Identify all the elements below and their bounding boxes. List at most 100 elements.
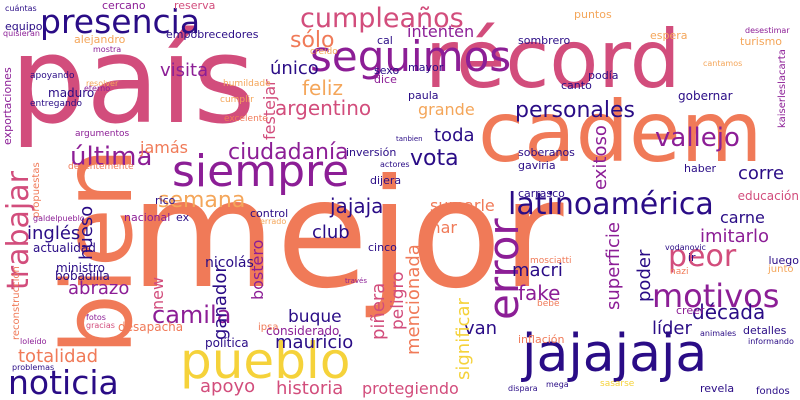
cloud-word: mayor bbox=[408, 61, 444, 74]
cloud-word: mega bbox=[546, 380, 569, 389]
cloud-word: exitoso bbox=[590, 125, 611, 190]
cloud-word: desapacha bbox=[118, 320, 184, 334]
cloud-word: control bbox=[250, 207, 289, 220]
cloud-word: buque bbox=[288, 307, 342, 327]
cloud-word: significar bbox=[453, 298, 474, 380]
cloud-word: totalidad bbox=[18, 346, 99, 367]
cloud-word: detalles bbox=[743, 324, 787, 337]
cloud-word: mar bbox=[425, 218, 457, 237]
cloud-word: cercano bbox=[102, 0, 146, 12]
cloud-word: gobernar bbox=[678, 89, 733, 103]
cloud-word: fake bbox=[518, 281, 561, 305]
cloud-word: nacional bbox=[124, 211, 171, 224]
cloud-word: seguimos bbox=[310, 32, 512, 81]
cloud-word: desestimar bbox=[745, 26, 790, 35]
cloud-word: dijera bbox=[370, 174, 402, 187]
cloud-word: apoyando bbox=[30, 71, 75, 81]
cloud-word: ir bbox=[688, 251, 696, 264]
cloud-word: luego bbox=[768, 254, 799, 267]
cloud-word: galdelpueblo bbox=[33, 214, 85, 223]
cloud-word: intenten bbox=[407, 22, 475, 41]
cloud-word: década bbox=[692, 300, 766, 324]
cloud-word: apoyo bbox=[200, 376, 256, 397]
cloud-word: piñera bbox=[368, 282, 389, 340]
cloud-word: decentemente bbox=[68, 162, 134, 172]
cloud-word: ex bbox=[176, 211, 190, 224]
cloud-word: inversión bbox=[346, 146, 397, 159]
cloud-word: abrazo bbox=[68, 278, 130, 299]
cloud-word: resolver bbox=[86, 79, 119, 88]
cloud-word: tanbien bbox=[396, 135, 423, 143]
cloud-word: cal bbox=[377, 34, 393, 47]
cloud-word: visita bbox=[160, 60, 209, 81]
cloud-word: toda bbox=[434, 125, 475, 146]
cloud-word: argumentos bbox=[75, 129, 130, 139]
cloud-word: excelente bbox=[224, 114, 268, 124]
cloud-word: superficie bbox=[603, 222, 624, 310]
cloud-word: jamás bbox=[140, 138, 188, 157]
cloud-word: humildade bbox=[223, 79, 271, 89]
cloud-word: argentino bbox=[275, 96, 372, 120]
cloud-word: imitarlo bbox=[700, 226, 770, 247]
cloud-word: canto bbox=[561, 79, 592, 92]
cloud-word: exportaciones bbox=[1, 67, 14, 145]
cloud-word: rico bbox=[155, 194, 176, 207]
cloud-word: semana bbox=[158, 188, 246, 213]
cloud-word: poder bbox=[634, 249, 655, 302]
cloud-word: noticia bbox=[8, 363, 119, 400]
cloud-word: soberanos bbox=[518, 146, 575, 159]
cloud-word: inglés bbox=[27, 223, 81, 244]
cloud-word: revela bbox=[700, 382, 735, 395]
cloud-word: mostra bbox=[93, 45, 122, 54]
cloud-word: cumpleaños bbox=[300, 3, 464, 34]
cloud-word: nicolás bbox=[205, 255, 254, 271]
cloud-word: informando bbox=[748, 337, 794, 346]
cloud-word: pueblo bbox=[180, 332, 351, 390]
cloud-word: mauricio bbox=[275, 332, 354, 353]
cloud-word: fotos bbox=[86, 313, 106, 322]
cloud-word: sexo bbox=[374, 64, 400, 77]
cloud-word: errado bbox=[260, 217, 287, 226]
cloud-word: cadem bbox=[478, 83, 763, 181]
cloud-word: cinco bbox=[368, 241, 397, 254]
cloud-word: latinoamérica bbox=[508, 187, 714, 222]
cloud-word: política bbox=[205, 336, 249, 350]
cloud-word: motivos bbox=[652, 277, 780, 315]
cloud-word: podía bbox=[588, 69, 619, 82]
cloud-word: van bbox=[464, 318, 498, 339]
cloud-word: última bbox=[70, 142, 153, 172]
cloud-word: través bbox=[345, 277, 368, 285]
cloud-word: país bbox=[10, 12, 256, 151]
cloud-word: ipsa bbox=[258, 322, 279, 333]
cloud-word: vota bbox=[410, 146, 459, 171]
cloud-word: inflación bbox=[518, 333, 565, 346]
cloud-word: cuántas bbox=[5, 4, 37, 13]
cloud-word: peor bbox=[668, 239, 737, 274]
cloud-word: carne bbox=[720, 208, 765, 227]
cloud-word: entregando bbox=[30, 99, 82, 109]
cloud-word: kaiserleslacarta bbox=[777, 49, 788, 128]
cloud-word: personales bbox=[515, 98, 636, 123]
cloud-word: educación bbox=[737, 189, 799, 203]
cloud-word: protegiendo bbox=[362, 379, 459, 398]
cloud-word: equipo bbox=[5, 20, 43, 33]
cloud-word: maduro bbox=[48, 86, 95, 100]
cloud-word: vodanovic bbox=[665, 243, 706, 252]
cloud-word: jajaja bbox=[330, 194, 384, 218]
cloud-word: cumplir bbox=[220, 95, 254, 105]
cloud-word: siempre bbox=[172, 146, 350, 197]
cloud-word: puntos bbox=[574, 8, 612, 21]
cloud-word: grande bbox=[418, 100, 475, 119]
cloud-word: mosciatti bbox=[530, 256, 572, 266]
cloud-word: reconstrucción bbox=[11, 266, 22, 340]
cloud-word: loleído bbox=[20, 337, 47, 346]
cloud-word: espera bbox=[650, 29, 688, 42]
cloud-word: fondos bbox=[756, 386, 790, 397]
cloud-word: propuestas bbox=[31, 162, 42, 218]
cloud-word: empobrecedores bbox=[166, 28, 259, 41]
cloud-word: gaviria bbox=[518, 159, 556, 172]
cloud-word: ministro bbox=[56, 261, 105, 275]
cloud-word: récord bbox=[425, 13, 681, 106]
cloud-word: dice bbox=[374, 73, 397, 86]
